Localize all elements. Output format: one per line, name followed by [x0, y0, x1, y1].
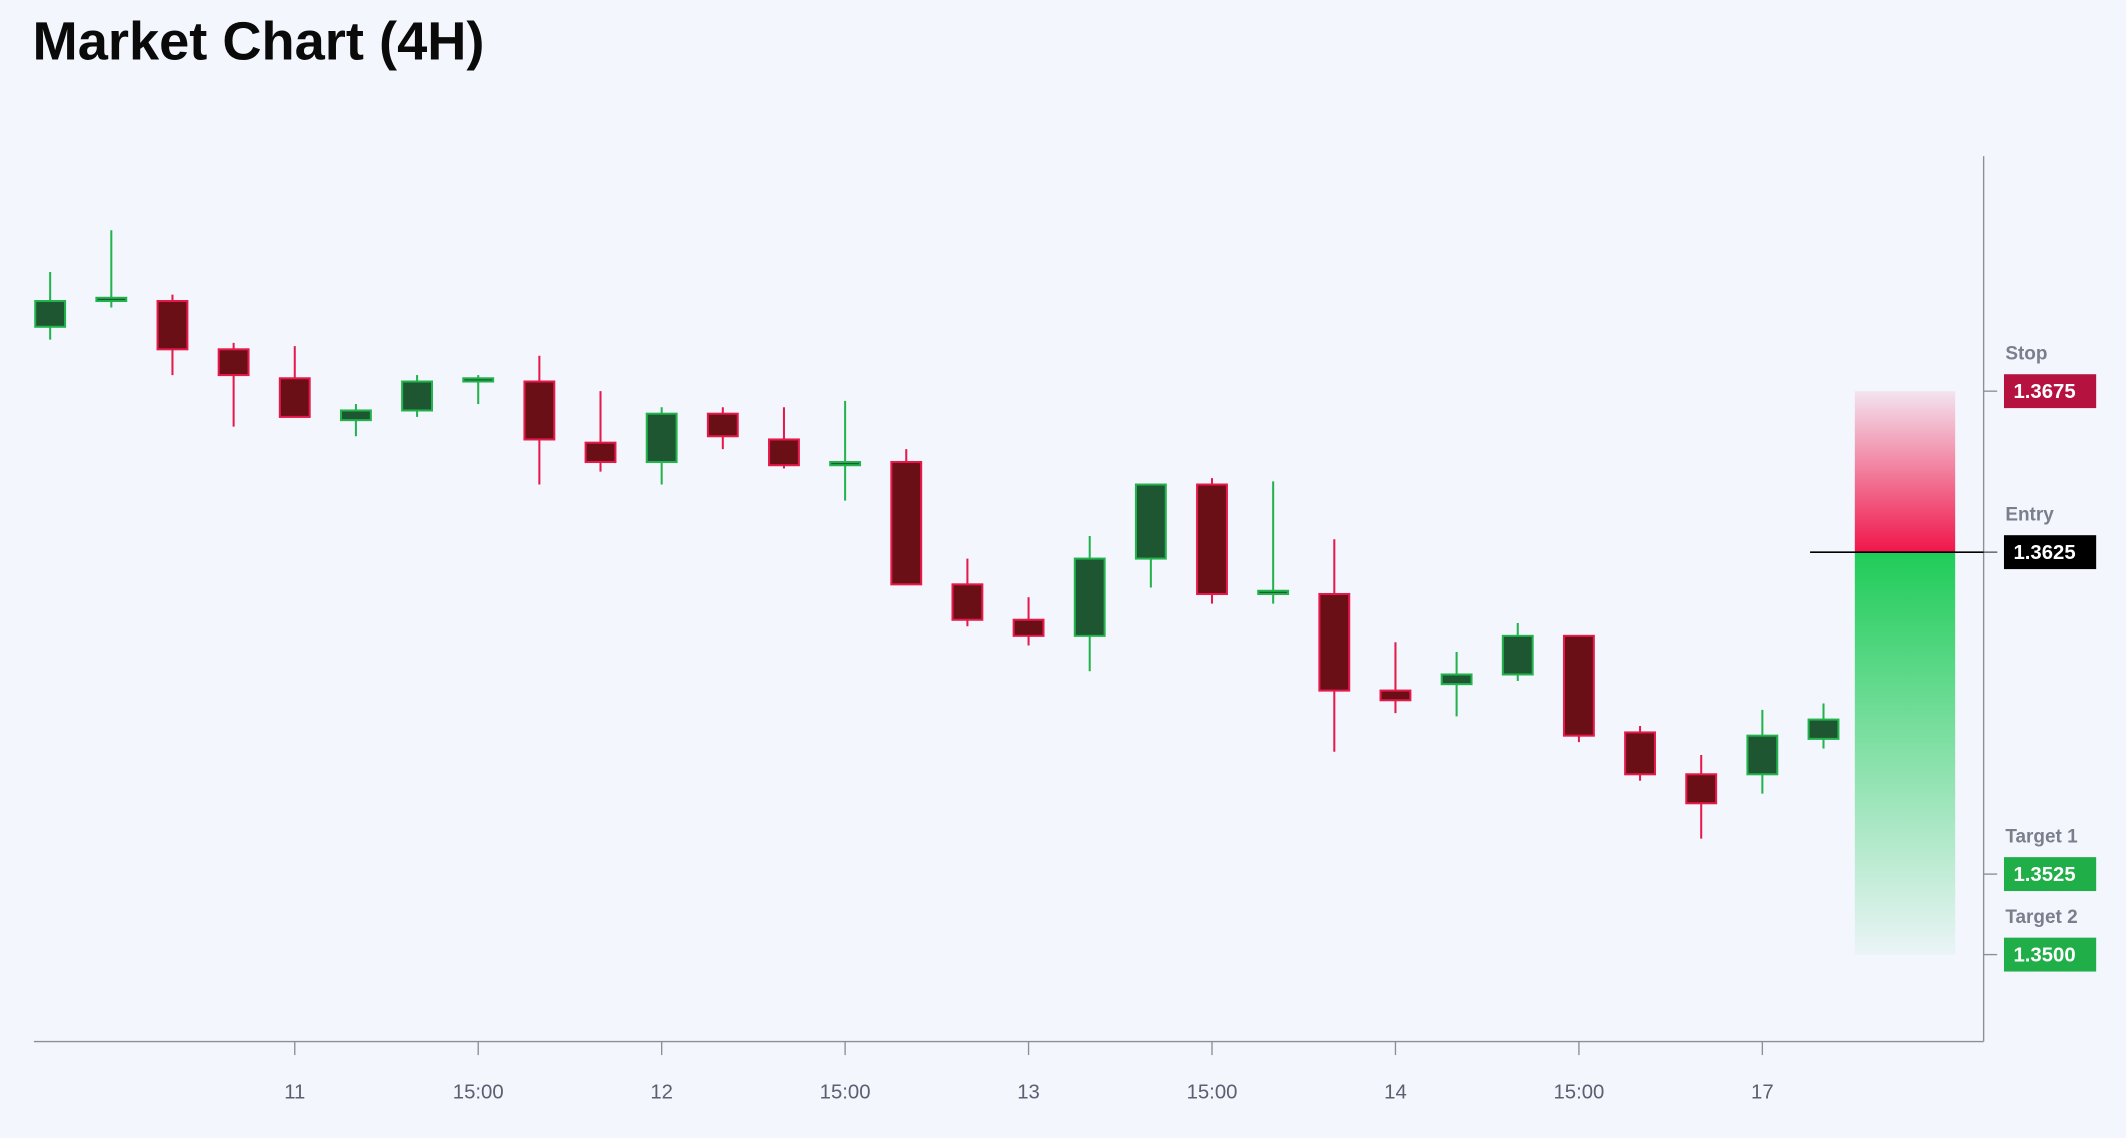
candle-body [95, 296, 128, 303]
level-value: 1.3500 [2013, 944, 2075, 966]
candle-body [1073, 557, 1106, 637]
candle-body [829, 460, 862, 467]
level-badge [2003, 374, 2097, 409]
risk-zone [1854, 391, 1956, 553]
level-name: Entry [2005, 505, 2054, 526]
candle-body [1624, 731, 1656, 776]
candle-body [1379, 689, 1412, 702]
candle-body [1501, 634, 1534, 676]
level-value: 1.3525 [2013, 864, 2075, 886]
candle-body [645, 412, 678, 464]
level-badge [2003, 937, 2097, 972]
candle-body [584, 441, 617, 464]
candle-body [401, 380, 433, 412]
candle-body [768, 438, 800, 467]
candle-body [951, 583, 984, 621]
x-tick-label: 14 [1384, 1081, 1407, 1103]
x-tick-label: 11 [284, 1081, 305, 1103]
x-tick-label: 15:00 [1553, 1081, 1604, 1103]
level-value: 1.3625 [2013, 542, 2075, 564]
x-tick-label: 15:00 [1187, 1081, 1238, 1103]
level-name: Stop [2005, 344, 2047, 365]
candle-body [1440, 673, 1473, 686]
candle-body [890, 460, 923, 586]
candle-body [217, 348, 250, 377]
level-badge [2003, 535, 2097, 570]
candle-body [1807, 718, 1840, 740]
x-tick-label: 15:00 [820, 1081, 871, 1103]
candle-body [34, 300, 67, 328]
candle-body [1196, 483, 1228, 596]
level-name: Target 2 [2005, 907, 2077, 928]
level-value: 1.3675 [2013, 381, 2075, 403]
candle-body [1746, 734, 1779, 776]
candle-body [1562, 634, 1595, 737]
candle-body [523, 380, 556, 441]
chart-title: Market Chart (4H) [33, 11, 485, 71]
candle-body [706, 412, 739, 438]
candle-body [1257, 589, 1290, 596]
level-name: Target 1 [2005, 827, 2078, 848]
x-tick-label: 15:00 [453, 1081, 504, 1103]
candle-body [1318, 592, 1351, 692]
candle-body [1685, 773, 1718, 805]
level-badge [2003, 857, 2097, 892]
candle-body [278, 377, 311, 418]
candle-body [462, 377, 495, 383]
candle-body [1134, 483, 1167, 560]
x-tick-label: 17 [1751, 1081, 1774, 1103]
candle-body [1012, 618, 1045, 637]
candle-body [156, 300, 189, 351]
reward-zone [1854, 552, 1956, 955]
x-tick-label: 13 [1017, 1081, 1040, 1103]
x-tick-label: 12 [650, 1081, 673, 1103]
candle-body [339, 409, 372, 422]
